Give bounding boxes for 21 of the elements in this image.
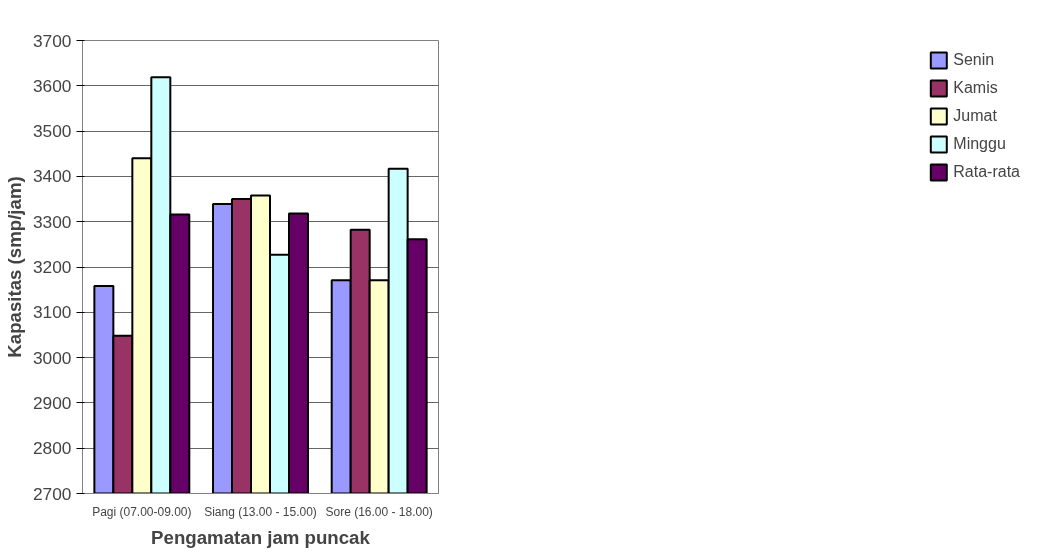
legend-label: Jumat [953,107,997,125]
y-tick-label: 3000 [32,347,72,368]
x-axis-title: Pengamatan jam puncak [151,526,371,548]
x-tick-label: Siang (13.00 - 15.00) [204,504,317,519]
y-tick-label: 3500 [32,121,72,142]
y-tick-label: 3300 [32,211,72,232]
y-tick-label: 2900 [32,392,72,413]
y-tick-label: 3400 [32,166,72,187]
y-tick-label: 3200 [32,257,72,277]
y-axis-title: Kapasitas (smp/jam) [3,176,25,358]
legend-label: Minggu [953,135,1006,153]
y-tick-label: 3600 [32,75,72,96]
y-tick-label: 3700 [32,30,72,51]
legend-label: Rata-rata [953,163,1020,181]
y-tick-label: 3100 [32,302,72,323]
x-tick-label: Pagi (07.00-09.00) [92,504,192,519]
y-tick-label: 2700 [32,483,72,504]
legend-label: Senin [953,51,995,69]
legend-label: Kamis [953,79,998,97]
y-tick-label: 2800 [32,438,72,459]
x-tick-label: Sore (16.00 - 18.00) [325,504,433,519]
